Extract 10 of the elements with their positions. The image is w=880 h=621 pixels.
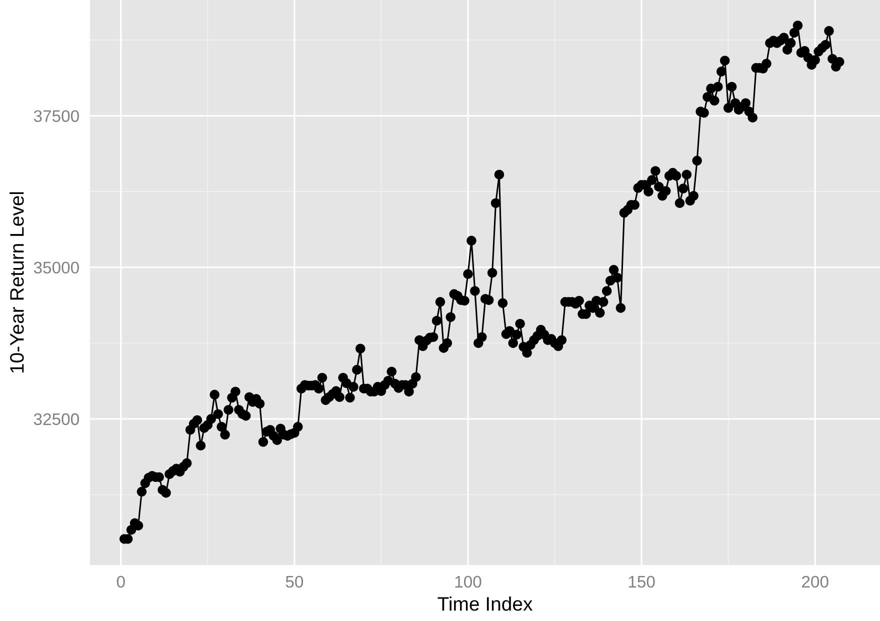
x-tick-label: 200	[802, 576, 828, 588]
x-tick-label: 50	[286, 576, 304, 588]
y-tick-label: 32500	[34, 413, 79, 426]
y-tick-label: 35000	[34, 262, 79, 274]
y-tick-label: 37500	[34, 110, 79, 122]
y-axis-title: 10-Year Return Level	[10, 192, 24, 373]
x-tick-label: 150	[628, 576, 655, 588]
x-axis-title: Time Index	[438, 596, 533, 611]
x-tick-label: 100	[455, 576, 482, 588]
x-tick-label: 0	[116, 576, 125, 588]
